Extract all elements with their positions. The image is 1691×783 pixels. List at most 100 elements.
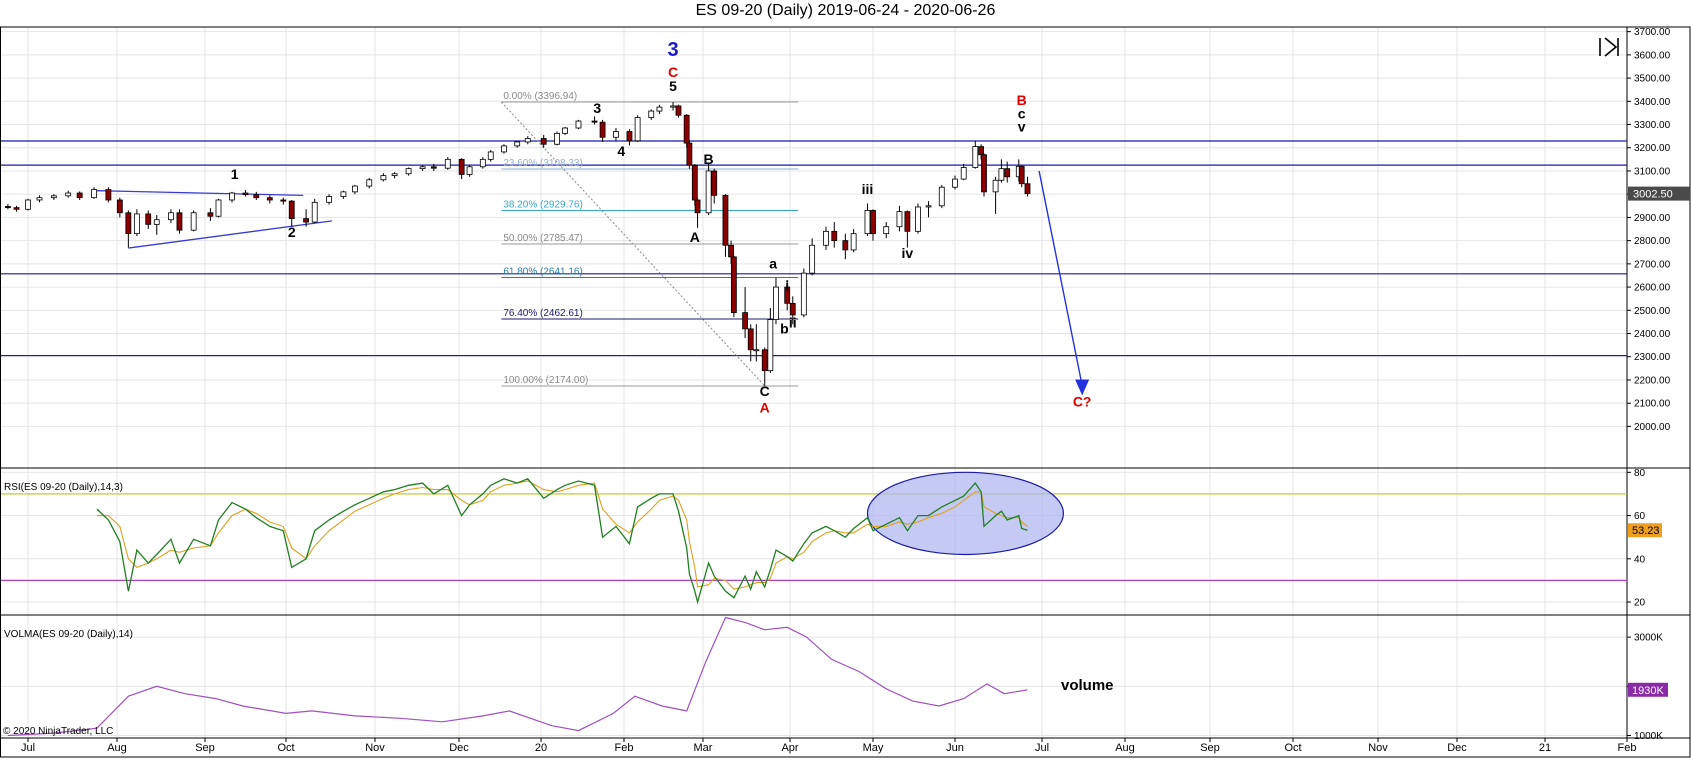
price-candle[interactable]	[380, 173, 387, 182]
price-candle[interactable]	[524, 136, 531, 145]
price-candle[interactable]	[915, 203, 921, 234]
price-candle[interactable]	[613, 128, 619, 141]
price-candle[interactable]	[670, 102, 676, 111]
price-candle[interactable]	[5, 203, 11, 210]
price-candle[interactable]	[675, 104, 682, 118]
rsi-line[interactable]	[96, 478, 1028, 605]
price-candle[interactable]	[705, 162, 712, 216]
price-candle[interactable]	[207, 208, 214, 221]
price-candle[interactable]	[430, 164, 437, 171]
price-candle[interactable]	[1004, 161, 1011, 183]
price-candle[interactable]	[133, 209, 140, 236]
price-candle[interactable]	[25, 198, 31, 211]
price-candle[interactable]	[761, 347, 768, 386]
price-candle[interactable]	[831, 222, 838, 248]
price-candle[interactable]	[842, 233, 849, 260]
price-candle[interactable]	[153, 215, 160, 235]
price-candle[interactable]	[800, 268, 807, 318]
price-candle[interactable]	[1024, 176, 1031, 197]
price-candle[interactable]	[972, 140, 979, 169]
price-candle[interactable]	[981, 153, 987, 197]
price-candle[interactable]	[784, 280, 791, 311]
price-candle[interactable]	[809, 238, 816, 276]
price-candle[interactable]	[591, 116, 598, 125]
price-candle[interactable]	[656, 104, 663, 115]
price-candle[interactable]	[311, 198, 318, 224]
price-candle[interactable]	[753, 324, 760, 362]
price-candle[interactable]	[288, 199, 295, 227]
price-candle[interactable]	[229, 191, 235, 203]
price-candle[interactable]	[992, 176, 999, 214]
price-candle[interactable]	[575, 119, 582, 130]
price-candle[interactable]	[691, 164, 698, 206]
price-candle[interactable]	[998, 159, 1005, 183]
price-candle[interactable]	[686, 140, 693, 169]
price-candle[interactable]	[76, 191, 83, 200]
price-candle[interactable]	[479, 157, 486, 169]
price-candle[interactable]	[125, 210, 132, 248]
price-candle[interactable]	[730, 255, 737, 318]
price-candle[interactable]	[722, 194, 729, 257]
price-candle[interactable]	[599, 119, 606, 142]
rsi-panel[interactable]	[1, 471, 1627, 605]
price-candle[interactable]	[978, 144, 984, 160]
price-candle[interactable]	[767, 307, 774, 373]
price-candle[interactable]	[266, 195, 273, 204]
price-candle[interactable]	[487, 150, 494, 162]
price-candle[interactable]	[1018, 165, 1025, 188]
price-candle[interactable]	[514, 140, 521, 148]
price-panel[interactable]: 0.00% (3396.94) 23.60% (3108.33) 38.20% (2…	[1, 39, 1627, 415]
price-candle[interactable]	[694, 197, 701, 228]
projection-arrow-line[interactable]	[1038, 170, 1083, 386]
volma-panel[interactable]	[7, 616, 1028, 737]
price-candle[interactable]	[116, 197, 123, 218]
rsi-highlight-ellipse[interactable]	[866, 471, 1065, 556]
price-candle[interactable]	[501, 144, 507, 154]
projection-arrow-head[interactable]	[1075, 379, 1090, 396]
price-candle[interactable]	[176, 209, 183, 234]
price-candle[interactable]	[711, 168, 718, 204]
price-candle[interactable]	[215, 198, 222, 218]
price-candle[interactable]	[91, 187, 97, 199]
price-candle[interactable]	[683, 114, 690, 148]
price-candle[interactable]	[242, 190, 249, 197]
volma-line[interactable]	[7, 616, 1028, 737]
price-candle[interactable]	[870, 209, 876, 241]
price-candle[interactable]	[419, 165, 426, 171]
price-candle[interactable]	[444, 157, 451, 170]
price-candle[interactable]	[458, 158, 465, 180]
price-candle[interactable]	[303, 209, 309, 227]
price-candle[interactable]	[634, 115, 641, 142]
price-candle[interactable]	[50, 194, 57, 200]
price-candle[interactable]	[326, 194, 332, 205]
price-candle[interactable]	[850, 229, 857, 253]
price-candle[interactable]	[562, 126, 568, 135]
rsi-average-line[interactable]	[96, 480, 1028, 590]
price-candle[interactable]	[960, 164, 967, 181]
price-candle[interactable]	[904, 210, 911, 248]
price-candle[interactable]	[773, 277, 779, 325]
price-candle[interactable]	[747, 324, 754, 362]
price-candle[interactable]	[391, 172, 398, 179]
triangle-trendline[interactable]	[96, 190, 304, 196]
price-candle[interactable]	[36, 195, 43, 203]
price-candle[interactable]	[190, 210, 197, 232]
price-candle[interactable]	[466, 165, 473, 177]
price-candle[interactable]	[340, 190, 347, 199]
price-candle[interactable]	[540, 134, 547, 148]
price-candle[interactable]	[65, 190, 72, 198]
price-candle[interactable]	[366, 177, 373, 189]
price-candle[interactable]	[742, 287, 748, 339]
price-candle[interactable]	[925, 201, 932, 218]
collapse-panel-icon[interactable]	[1596, 34, 1622, 60]
price-candle[interactable]	[352, 184, 358, 195]
price-candle[interactable]	[280, 197, 287, 205]
price-candle[interactable]	[864, 203, 871, 236]
triangle-trendline[interactable]	[128, 220, 333, 249]
price-candle[interactable]	[823, 226, 829, 250]
price-candle[interactable]	[253, 191, 260, 200]
price-candle[interactable]	[554, 131, 560, 146]
price-candle[interactable]	[168, 209, 174, 224]
price-candle[interactable]	[626, 129, 633, 146]
price-candle[interactable]	[648, 109, 655, 120]
